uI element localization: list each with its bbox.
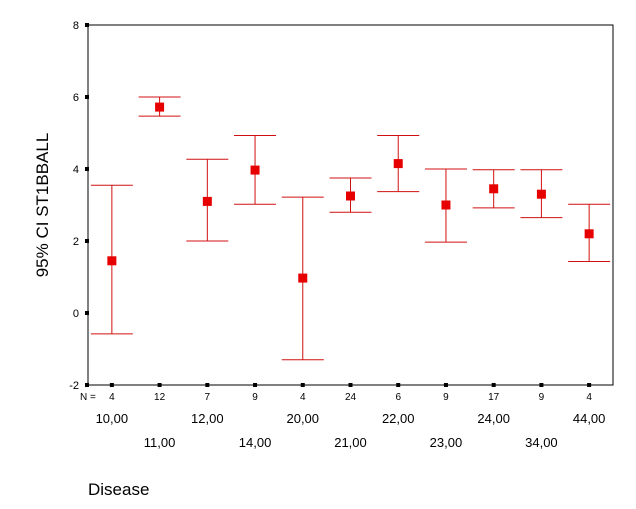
- mean-marker: [536, 189, 546, 199]
- category-label: 10,00: [96, 411, 129, 426]
- n-count: 6: [395, 392, 401, 403]
- x-tick: [491, 383, 496, 387]
- n-count: 12: [154, 392, 166, 403]
- x-tick: [443, 383, 448, 387]
- mean-marker: [346, 191, 355, 201]
- n-count: 7: [205, 392, 211, 403]
- y-tick: [85, 95, 89, 99]
- y-tick-label: 6: [73, 92, 79, 104]
- category-label: 34,00: [525, 435, 558, 450]
- x-tick: [205, 383, 210, 387]
- y-tick-label: 2: [73, 236, 79, 248]
- mean-marker: [202, 196, 212, 206]
- category-label: 22,00: [382, 411, 415, 426]
- y-axis: 8 6 4 2 0 -2: [69, 20, 89, 392]
- n-count: 9: [443, 392, 449, 403]
- category-label: 23,00: [430, 435, 463, 450]
- x-tick: [587, 383, 592, 387]
- n-count: 9: [539, 392, 545, 403]
- n-count: 9: [252, 392, 258, 403]
- mean-marker: [107, 256, 117, 266]
- mean-marker: [155, 102, 165, 112]
- n-count: 17: [488, 392, 500, 403]
- y-tick: [85, 167, 89, 171]
- n-count: 4: [300, 392, 306, 403]
- n-count: 24: [345, 392, 357, 403]
- mean-marker: [393, 159, 403, 169]
- error-bars: [90, 96, 611, 361]
- category-label: 44,00: [573, 411, 606, 426]
- x-tick: [396, 383, 401, 387]
- category-label: 12,00: [191, 411, 224, 426]
- category-label: 11,00: [144, 435, 176, 450]
- x-tick: [253, 383, 258, 387]
- x-axis: 4 10,00 12 11,00 7 12,00 9 14,00 4 20,00 24 21,00 6 2…: [96, 383, 606, 450]
- category-label: 21,00: [334, 435, 367, 450]
- y-tick: [85, 383, 89, 387]
- category-label: 20,00: [286, 411, 319, 426]
- category-label: 14,00: [239, 435, 272, 450]
- y-tick: [85, 23, 89, 27]
- category-label: 24,00: [477, 411, 510, 426]
- n-label: N =: [80, 392, 96, 403]
- mean-marker: [250, 165, 260, 175]
- y-tick-label: 4: [73, 164, 79, 176]
- x-axis-label: Disease: [88, 480, 149, 499]
- n-count: 4: [586, 392, 592, 403]
- y-tick: [85, 239, 89, 243]
- x-tick: [300, 383, 305, 387]
- x-tick: [348, 383, 353, 387]
- y-axis-label: 95% CI ST1BBALL: [33, 133, 52, 278]
- y-tick-label: 0: [73, 308, 79, 320]
- y-tick-label: -2: [69, 380, 79, 392]
- mean-marker: [441, 200, 451, 210]
- mean-marker: [489, 184, 499, 194]
- mean-marker: [584, 229, 594, 239]
- mean-marker: [298, 273, 308, 283]
- x-tick: [157, 383, 162, 387]
- y-tick-label: 8: [73, 20, 79, 32]
- x-tick: [109, 383, 114, 387]
- n-count: 4: [109, 392, 115, 403]
- x-tick: [539, 383, 544, 387]
- y-tick: [85, 311, 89, 315]
